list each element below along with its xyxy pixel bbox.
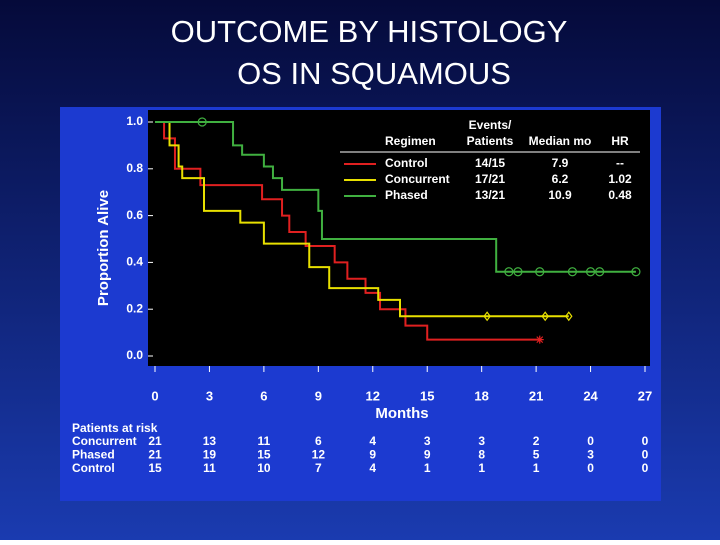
- x-tick-label: 9: [315, 388, 322, 403]
- survival-curve: [155, 121, 569, 318]
- risk-count: 8: [478, 448, 485, 462]
- risk-count: 2: [533, 434, 540, 448]
- risk-count: 4: [369, 461, 376, 475]
- risk-count: 0: [642, 434, 649, 448]
- legend-header: HR: [611, 134, 629, 148]
- risk-count: 9: [369, 448, 376, 462]
- y-tick-label: 0.4: [126, 255, 143, 269]
- risk-row-label: Concurrent: [72, 434, 137, 448]
- legend-label: Control: [385, 156, 428, 170]
- survival-curve: [155, 121, 540, 341]
- legend-hr: 1.02: [608, 172, 632, 186]
- censor-mark: [585, 267, 596, 277]
- survival-curve: [155, 121, 636, 273]
- censor-mark: [567, 267, 578, 277]
- x-tick-label: 3: [206, 388, 213, 403]
- risk-count: 0: [587, 461, 594, 475]
- risk-count: 1: [478, 461, 485, 475]
- risk-count: 15: [148, 461, 162, 475]
- legend-hr: 0.48: [608, 188, 632, 202]
- risk-count: 12: [312, 448, 326, 462]
- y-axis-label: Proportion Alive: [95, 190, 112, 306]
- censor-mark: [197, 117, 207, 127]
- risk-count: 3: [587, 448, 594, 462]
- risk-count: 19: [203, 448, 217, 462]
- legend-label: Concurrent: [385, 172, 450, 186]
- risk-count: 0: [587, 434, 594, 448]
- risk-count: 3: [424, 434, 431, 448]
- risk-count: 10: [257, 461, 271, 475]
- x-tick-label: 21: [529, 388, 543, 403]
- risk-count: 6: [315, 434, 322, 448]
- risk-row-label: Control: [72, 461, 115, 475]
- y-tick-label: 0.2: [126, 301, 143, 315]
- legend-median: 7.9: [552, 156, 569, 170]
- x-tick-label: 18: [474, 388, 488, 403]
- legend-events: 14/15: [475, 156, 505, 170]
- risk-count: 7: [315, 461, 322, 475]
- risk-count: 21: [148, 434, 162, 448]
- risk-count: 5: [533, 448, 540, 462]
- risk-count: 1: [533, 461, 540, 475]
- chart: 0.00.20.40.60.81.00 3 6 9 12 15 18 21 24 27Regime…: [72, 114, 652, 475]
- title-line: OUTCOME BY HISTOLOGY: [171, 14, 568, 49]
- y-tick-label: 0.0: [126, 348, 143, 362]
- censor-mark: [631, 267, 641, 277]
- risk-count: 21: [148, 448, 162, 462]
- risk-count: 4: [369, 434, 376, 448]
- legend-median: 6.2: [552, 172, 569, 186]
- legend-hr: --: [616, 156, 624, 170]
- title-line: OS IN SQUAMOUS: [237, 56, 511, 91]
- x-tick-label: 0: [151, 388, 158, 403]
- x-tick-label: 15: [420, 388, 434, 403]
- legend-events: 17/21: [475, 172, 505, 186]
- censor-mark: [535, 335, 544, 344]
- x-tick-label: 6: [260, 388, 267, 403]
- legend-header: Median mo: [529, 134, 592, 148]
- risk-count: 1: [424, 461, 431, 475]
- x-tick-label: 27: [638, 388, 652, 403]
- legend-header: Regimen: [385, 134, 436, 148]
- censor-mark: [483, 311, 491, 322]
- censor-mark: [513, 267, 523, 277]
- censor-mark: [535, 267, 545, 277]
- risk-count: 13: [203, 434, 217, 448]
- x-axis-label: Months: [375, 405, 428, 422]
- censor-mark: [595, 267, 605, 277]
- legend-header: Events/: [469, 118, 512, 132]
- risk-row-label: Phased: [72, 448, 115, 462]
- risk-title: Patients at risk: [72, 421, 158, 435]
- censor-mark: [541, 311, 549, 322]
- x-tick-label: 12: [366, 388, 380, 403]
- risk-count: 11: [203, 461, 216, 475]
- y-tick-label: 0.6: [126, 208, 143, 222]
- risk-count: 0: [642, 448, 649, 462]
- risk-count: 9: [424, 448, 431, 462]
- y-tick-label: 1.0: [126, 114, 143, 128]
- risk-count: 3: [478, 434, 485, 448]
- legend-events: 13/21: [475, 188, 505, 202]
- risk-count: 0: [642, 461, 649, 475]
- censor-mark: [565, 311, 573, 322]
- legend-median: 10.9: [548, 188, 572, 202]
- censor-mark: [504, 267, 514, 277]
- y-tick-label: 0.8: [126, 161, 143, 175]
- legend-label: Phased: [385, 188, 428, 202]
- risk-count: 11: [258, 434, 271, 448]
- risk-count: 15: [257, 448, 271, 462]
- x-tick-label: 24: [583, 388, 598, 403]
- legend-header: Patients: [467, 134, 514, 148]
